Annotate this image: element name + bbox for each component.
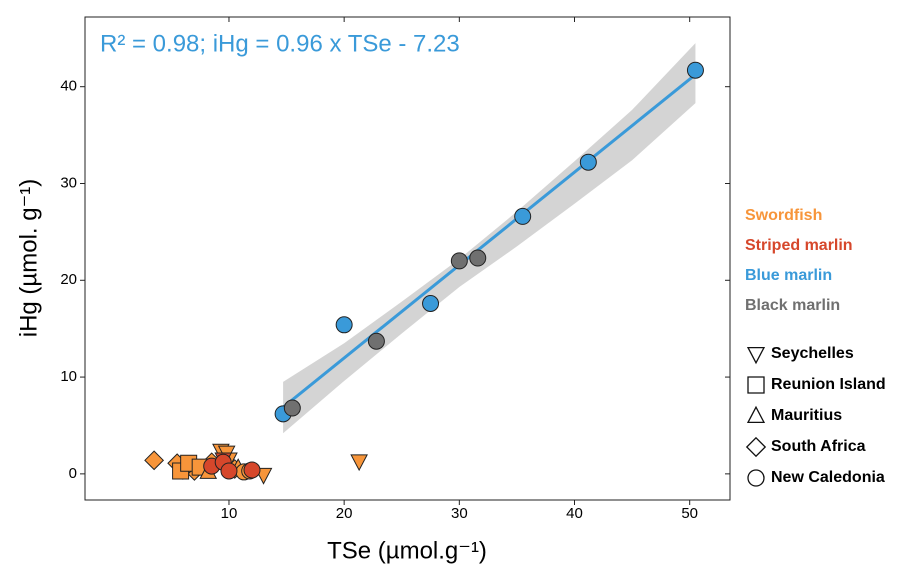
- point: [450, 252, 468, 270]
- x-tick-label: 30: [451, 505, 468, 522]
- x-tick-label: 10: [221, 505, 238, 522]
- point: [469, 249, 487, 267]
- point: [367, 332, 385, 350]
- legend-marker: [747, 469, 765, 487]
- point: [243, 461, 261, 479]
- x-tick-label: 20: [336, 505, 353, 522]
- point: [686, 61, 704, 79]
- legend-label: South Africa: [771, 438, 866, 455]
- plot-frame: [84, 16, 731, 501]
- point: [335, 316, 353, 334]
- legend-marker: [745, 436, 767, 458]
- legend-label: Black marlin: [745, 297, 840, 314]
- confidence-band: [283, 43, 696, 434]
- y-tick-label: 0: [69, 465, 77, 482]
- point: [514, 207, 532, 225]
- legend-label: Blue marlin: [745, 267, 832, 284]
- fit-line: [282, 73, 697, 409]
- x-tick-label: 50: [681, 505, 698, 522]
- x-axis-label: TSe (µmol.g⁻¹): [327, 537, 487, 564]
- y-tick-label: 20: [60, 271, 77, 288]
- y-tick-label: 40: [60, 78, 77, 95]
- y-tick-label: 10: [60, 368, 77, 385]
- legend-label: Striped marlin: [745, 237, 853, 254]
- legend-marker: [746, 346, 766, 365]
- legend-label: Seychelles: [771, 345, 854, 362]
- y-tick-label: 30: [60, 174, 77, 191]
- point: [350, 454, 368, 472]
- legend-marker: [747, 376, 765, 394]
- x-tick-label: 40: [566, 505, 583, 522]
- point: [579, 153, 597, 171]
- legend-label: Reunion Island: [771, 376, 886, 393]
- legend-marker: [746, 405, 766, 424]
- legend-label: Mauritius: [771, 407, 842, 424]
- fit-annotation: R² = 0.98; iHg = 0.96 x TSe - 7.23: [100, 30, 460, 57]
- legend-label: New Caledonia: [771, 469, 885, 486]
- y-axis-label: iHg (µmol. g⁻¹): [15, 179, 42, 338]
- legend-label: Swordfish: [745, 207, 822, 224]
- point: [422, 295, 440, 313]
- point: [283, 399, 301, 417]
- point: [220, 462, 238, 480]
- point: [144, 450, 165, 471]
